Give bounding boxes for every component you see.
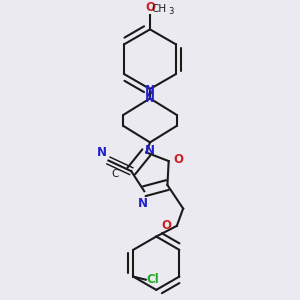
Text: O: O: [145, 1, 155, 14]
Text: CH: CH: [151, 4, 166, 14]
Text: N: N: [145, 92, 155, 104]
Text: 3: 3: [168, 7, 174, 16]
Text: N: N: [145, 144, 155, 157]
Text: N: N: [138, 197, 148, 210]
Text: N: N: [97, 146, 107, 159]
Text: C: C: [111, 169, 119, 179]
Text: N: N: [145, 84, 155, 97]
Text: O: O: [161, 219, 171, 232]
Text: O: O: [174, 153, 184, 166]
Text: Cl: Cl: [146, 273, 159, 286]
